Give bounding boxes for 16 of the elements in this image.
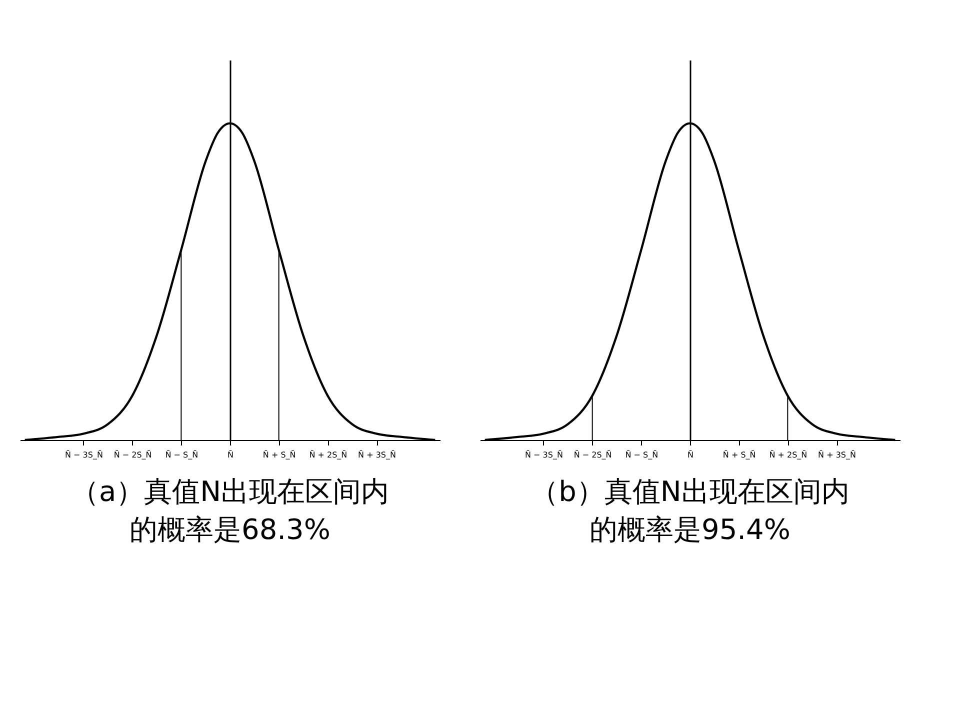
x-tick-label: N̄ + 2S_N̄: [309, 450, 348, 460]
x-tick-label: N̄: [688, 450, 694, 460]
text: （a）真值N出现在区间内的概率是68.3%: [70, 475, 390, 546]
x-tick-label: N̄ + 2S_N̄: [769, 450, 808, 460]
x-tick-label: N̄ + 3S_N̄: [818, 450, 856, 460]
x-tick-label: N̄ − S_N̄: [165, 450, 198, 460]
x-tick-label: N̄ + S_N̄: [262, 450, 296, 460]
x-tick-label: N̄ − 2S_N̄: [574, 450, 612, 460]
x-tick-label: N̄ + S_N̄: [722, 450, 756, 460]
x-tick-label: N̄: [228, 450, 234, 460]
x-tick-label: N̄ − S_N̄: [625, 450, 658, 460]
x-tick-label: N̄ + 3S_N̄: [358, 450, 396, 460]
x-tick-label: N̄ − 2S_N̄: [114, 450, 152, 460]
text: （b）真值N出现在区间内的概率是95.4%: [530, 475, 850, 546]
x-tick-label: N̄ − 3S_N̄: [65, 450, 103, 460]
x-tick-label: N̄ − 3S_N̄: [525, 450, 563, 460]
